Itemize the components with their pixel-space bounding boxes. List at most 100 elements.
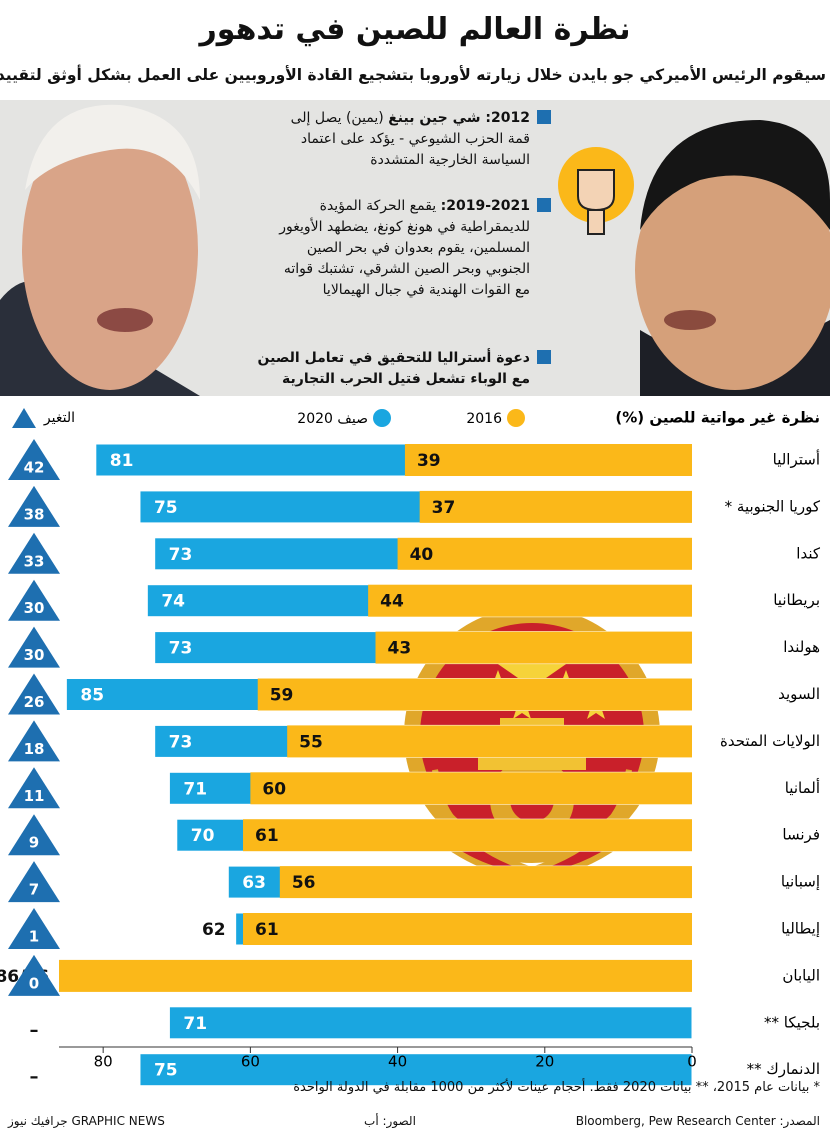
photo-credit: الصور: أب <box>364 1114 416 1128</box>
value-label: 62 <box>202 920 226 940</box>
change-marker <box>8 814 60 856</box>
footnote: * بيانات عام 2015، ** بيانات 2020 فقط. أ… <box>293 1080 820 1095</box>
note: 2012: شي جين بينغ (يمين) يصل إلى قمة الح… <box>270 108 530 171</box>
value-label: 70 <box>191 826 215 846</box>
change-label: 42 <box>24 459 45 477</box>
change-label: 30 <box>24 599 45 617</box>
bar <box>243 819 692 852</box>
category-label: كوريا الجنوبية * <box>725 497 821 515</box>
value-label: 63 <box>242 873 266 893</box>
bar <box>250 772 693 805</box>
change-label: 38 <box>24 505 45 523</box>
x-tick-label: 40 <box>388 1053 407 1071</box>
bullet <box>537 350 551 364</box>
value-label: 39 <box>417 451 441 471</box>
note: دعوة أستراليا للتحقيق في تعامل الصين مع … <box>240 348 530 390</box>
change-marker <box>8 532 60 574</box>
page-title: نظرة العالم للصين في تدهور <box>199 12 631 47</box>
category-label: الولايات المتحدة <box>720 732 820 750</box>
change-marker <box>8 908 60 949</box>
change-label: 11 <box>24 787 45 805</box>
change-label: – <box>30 1067 39 1088</box>
change-label: 33 <box>24 552 45 570</box>
bar <box>368 584 692 617</box>
category-label: هولندا <box>783 638 820 656</box>
value-label: 60 <box>262 779 286 799</box>
note-text: (يمين) يصل إلى قمة الحزب الشيوعي - يؤكد … <box>290 110 530 168</box>
category-label: أستراليا <box>773 450 820 469</box>
bar <box>59 959 692 992</box>
value-label: 74 <box>161 592 185 612</box>
category-label: بلجيكا ** <box>764 1013 820 1031</box>
change-label: – <box>30 1020 39 1041</box>
note-lead: 2019-2021: <box>440 198 530 214</box>
value-label: 37 <box>432 498 456 518</box>
change-label: 30 <box>24 646 45 664</box>
change-label: 18 <box>24 740 45 758</box>
value-label: 71 <box>183 779 207 799</box>
category-label: فرنسا <box>782 826 820 844</box>
x-tick-label: 60 <box>241 1053 260 1071</box>
legend-label: صيف 2020 <box>297 411 368 427</box>
legend-label: التغير <box>43 410 75 426</box>
value-label: 81 <box>110 451 134 471</box>
change-marker <box>8 767 60 809</box>
change-label: 0 <box>29 974 39 992</box>
x-tick-label: 80 <box>94 1053 113 1071</box>
category-label: كندا <box>796 544 821 562</box>
bar <box>375 631 692 664</box>
change-marker <box>8 626 60 668</box>
bar <box>404 444 692 476</box>
value-label: 75 <box>154 1061 178 1081</box>
value-label: 56 <box>292 873 316 893</box>
category-label: بريطانيا <box>773 591 820 609</box>
change-marker <box>8 861 60 903</box>
bar <box>168 1006 693 1040</box>
value-label: 55 <box>299 732 323 752</box>
change-label: 26 <box>24 693 45 711</box>
bullet <box>537 198 551 212</box>
biden-photo <box>0 104 200 396</box>
value-label: 43 <box>388 639 412 659</box>
bar <box>257 678 692 711</box>
value-label: 73 <box>169 732 193 752</box>
legend-swatch <box>373 409 391 427</box>
change-label: 9 <box>29 834 39 852</box>
value-label: 85 <box>80 686 104 706</box>
change-marker <box>8 673 60 715</box>
bar <box>397 537 692 570</box>
subtitle: سيقوم الرئيس الأميركي جو بايدن خلال زيار… <box>0 66 826 84</box>
category-label: إسبانيا <box>781 873 820 891</box>
category-label: ألمانيا <box>785 778 820 797</box>
note: 2019-2021: يقمع الحركة المؤيدة للديمقراط… <box>270 196 530 301</box>
value-label: 44 <box>380 592 404 612</box>
bar <box>419 490 692 523</box>
category-label: إيطاليا <box>781 920 820 938</box>
value-label: 61 <box>255 826 279 846</box>
value-label: 73 <box>169 545 193 565</box>
value-label: 40 <box>410 545 434 565</box>
value-label: 73 <box>169 639 193 659</box>
bar <box>139 1053 693 1087</box>
note-lead: 2012: شي جين بينغ <box>388 110 530 126</box>
category-label: السويد <box>778 685 820 703</box>
legend-label: 2016 <box>466 411 502 427</box>
bar <box>287 725 692 758</box>
change-label: 7 <box>29 881 39 899</box>
chart-title: نظرة غير مواتية للصين (%) <box>615 409 820 427</box>
fist-icon <box>558 147 634 235</box>
category-label: الدنمارك ** <box>747 1060 820 1078</box>
x-tick-label: 0 <box>687 1053 697 1071</box>
legend-swatch <box>12 408 36 428</box>
value-label: 71 <box>183 1014 207 1034</box>
change-marker <box>8 439 60 480</box>
bullet <box>537 110 551 124</box>
change-marker <box>8 720 60 762</box>
change-marker <box>8 954 60 996</box>
change-marker <box>8 579 60 621</box>
note-text: يقمع الحركة المؤيدة للديمقراطية في هونغ … <box>279 198 530 298</box>
bar <box>243 913 692 945</box>
note-lead: دعوة أستراليا للتحقيق في تعامل الصين مع … <box>257 350 530 387</box>
